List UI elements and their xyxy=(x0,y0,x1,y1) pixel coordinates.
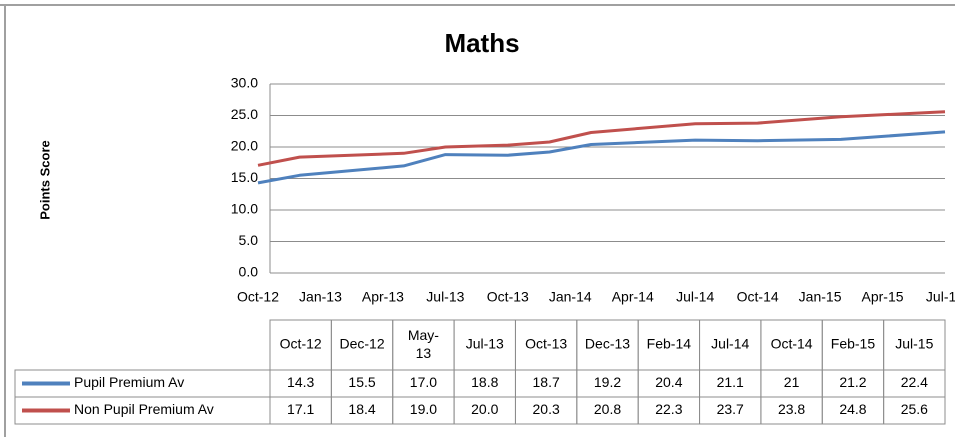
legend-label: Non Pupil Premium Av xyxy=(74,401,214,417)
table-cell xyxy=(883,396,946,425)
label-line: 13 xyxy=(416,345,432,361)
table-value: 18.8 xyxy=(471,374,498,390)
table-value: 22.3 xyxy=(655,401,682,417)
table-value: 20.3 xyxy=(533,401,560,417)
table-value: 18.4 xyxy=(348,401,375,417)
table-value: 20.0 xyxy=(471,401,498,417)
table-column-label: Feb-15 xyxy=(831,336,876,352)
x-tick-label: Oct-13 xyxy=(487,289,529,305)
table-value: 22.4 xyxy=(901,374,928,390)
table-column-label: May- 13 xyxy=(408,327,439,361)
x-tick-label: Jul-15 xyxy=(926,289,955,305)
table-value: 21 xyxy=(784,374,800,390)
table-value: 19.0 xyxy=(410,401,437,417)
chart-title: Maths xyxy=(444,28,519,58)
table-value: 17.0 xyxy=(410,374,437,390)
y-tick-label: 20.0 xyxy=(231,138,258,154)
x-tick-label: Jan-13 xyxy=(299,289,342,305)
table-value: 20.4 xyxy=(655,374,682,390)
table-column-label: Dec-12 xyxy=(339,336,384,352)
legend-label: Pupil Premium Av xyxy=(74,374,184,390)
label-line: May- xyxy=(408,327,439,343)
x-tick-label: Apr-14 xyxy=(612,289,654,305)
y-tick-label: 15.0 xyxy=(231,169,258,185)
table-value: 17.1 xyxy=(287,401,314,417)
x-tick-label: Oct-12 xyxy=(237,289,279,305)
x-tick-label: Jul-13 xyxy=(426,289,464,305)
y-tick-label: 5.0 xyxy=(239,232,259,248)
table-value: 18.7 xyxy=(533,374,560,390)
table-value: 23.7 xyxy=(717,401,744,417)
table-value: 25.6 xyxy=(901,401,928,417)
x-tick-label: Jan-15 xyxy=(799,289,842,305)
y-tick-label: 25.0 xyxy=(231,106,258,122)
table-value: 24.8 xyxy=(839,401,866,417)
table-value: 19.2 xyxy=(594,374,621,390)
table-column-label: Jul-14 xyxy=(711,336,749,352)
table-column-label: Oct-13 xyxy=(525,336,567,352)
table-value: 21.2 xyxy=(839,374,866,390)
table-column-label: Jul-13 xyxy=(466,336,504,352)
table-column-label: Oct-12 xyxy=(280,336,322,352)
table-column-label: Jul-15 xyxy=(895,336,933,352)
x-tick-label: Jan-14 xyxy=(549,289,592,305)
y-tick-label: 0.0 xyxy=(239,264,259,280)
x-tick-label: Jul-14 xyxy=(676,289,714,305)
x-tick-label: Apr-13 xyxy=(362,289,404,305)
table-value: 15.5 xyxy=(348,374,375,390)
x-tick-label: Oct-14 xyxy=(737,289,779,305)
table-value: 23.8 xyxy=(778,401,805,417)
table-value: 21.1 xyxy=(717,374,744,390)
table-value: 14.3 xyxy=(287,374,314,390)
table-value: 20.8 xyxy=(594,401,621,417)
table-column-label: Oct-14 xyxy=(771,336,813,352)
y-axis-title: Points Score xyxy=(37,140,52,219)
line-series xyxy=(257,130,946,185)
table-column-label: Feb-14 xyxy=(647,336,692,352)
line-series xyxy=(257,110,946,167)
table-column-label: Dec-13 xyxy=(585,336,630,352)
x-tick-label: Apr-15 xyxy=(862,289,904,305)
y-tick-label: 30.0 xyxy=(231,75,258,91)
y-tick-label: 10.0 xyxy=(231,201,258,217)
